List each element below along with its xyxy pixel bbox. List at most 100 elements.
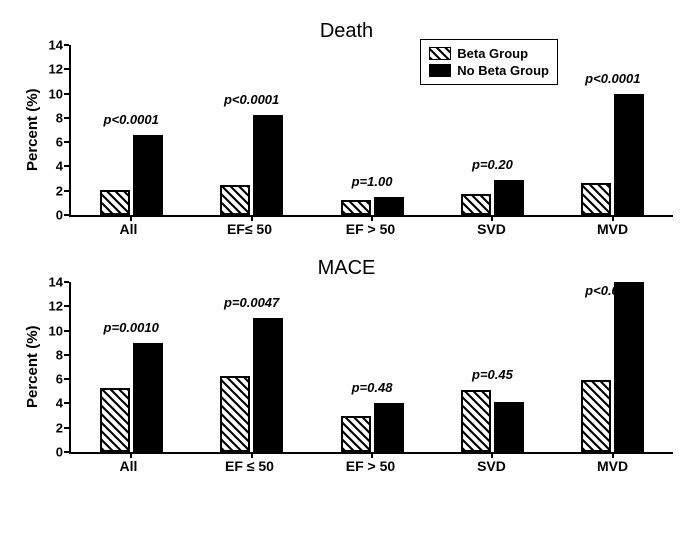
bar-beta [220,185,250,215]
bar-nobeta [253,318,283,452]
y-tick-label: 10 [49,86,63,101]
legend-label-nobeta: No Beta Group [457,63,549,78]
p-value-label: p=0.48 [352,380,393,395]
y-tick-label: 8 [56,110,63,125]
bar-nobeta [614,94,644,215]
y-tick-label: 12 [49,299,63,314]
p-value-label: p<0.0001 [224,92,279,107]
x-tick-mark [371,452,373,458]
bar-group: p=0.0010 [71,282,191,452]
plot-area: Beta GroupNo Beta Groupp<0.0001p<0.0001p… [69,45,673,217]
bar-nobeta [133,135,163,215]
p-value-label: p<0.0001 [585,71,640,86]
y-tick-label: 4 [56,159,63,174]
bar-nobeta [374,197,404,215]
x-tick-mark [612,452,614,458]
y-tick-label: 2 [56,420,63,435]
bar-nobeta [494,180,524,215]
x-tick-mark [491,452,493,458]
bar-nobeta [253,115,283,215]
y-tick-label: 10 [49,323,63,338]
y-tick-label: 0 [56,445,63,460]
bar-group: p=0.48 [312,282,432,452]
x-tick-marks [71,452,673,458]
p-value-label: p=0.0010 [104,320,159,335]
bars-container: p=0.0010 p=0.0047 p=0.48 p=0.45 p<0.0001 [71,282,673,452]
chart-wrap: Percent (%)02468101214Beta GroupNo Beta … [20,45,673,217]
panel-title: MACE [20,257,673,280]
x-tick-mark [251,215,253,221]
x-category-label: EF > 50 [310,221,431,237]
bar-nobeta [494,402,524,452]
bar-beta [341,200,371,215]
legend-swatch-hatch [429,47,451,60]
bar-group: p=1.00 [312,45,432,215]
legend-row-nobeta: No Beta Group [429,63,549,78]
x-category-label: SVD [431,458,552,474]
x-tick-mark [491,215,493,221]
y-tick-label: 8 [56,347,63,362]
chart-panel: MACEPercent (%)02468101214p=0.0010p=0.00… [20,257,673,474]
p-value-label: p<0.0001 [104,112,159,127]
x-category-label: EF > 50 [310,458,431,474]
y-axis: 02468101214 [41,282,69,452]
bar-group: p<0.0001 [553,45,673,215]
y-tick-label: 6 [56,135,63,150]
y-axis: 02468101214 [41,45,69,215]
x-category-label: SVD [431,221,552,237]
y-tick-label: 4 [56,396,63,411]
x-tick-mark [371,215,373,221]
x-tick-mark [612,215,614,221]
bar-beta [461,390,491,452]
y-tick-label: 14 [49,275,63,290]
legend-row-beta: Beta Group [429,46,549,61]
plot-area: p=0.0010 p=0.0047 p=0.48 p=0.45 p<0.0001 [69,282,673,454]
x-tick-mark [130,215,132,221]
chart-wrap: Percent (%)02468101214p=0.0010p=0.0047p=… [20,282,673,454]
bar-beta [461,194,491,215]
y-tick-label: 6 [56,372,63,387]
bar-beta [220,376,250,453]
legend-swatch-solid [429,64,451,77]
chart-panel: DeathPercent (%) 0 2 4 6 8 10 12 14 Beta Group No … [20,20,673,237]
y-tick-label: 12 [49,62,63,77]
x-axis: AllEF ≤ 50EF > 50SVDMVD [68,458,673,474]
x-category-label: MVD [552,221,673,237]
bar-beta [341,416,371,452]
bar-group: p<0.0001 [71,45,191,215]
p-value-label: p<0.0001 [585,283,640,298]
bar-beta [100,190,130,216]
bar-nobeta [374,403,404,452]
x-tick-mark [130,452,132,458]
y-tick-label: 0 [56,208,63,223]
p-value-label: p=1.00 [352,174,393,189]
legend: Beta Group No Beta Group [420,39,558,85]
x-category-label: All [68,221,189,237]
bars-container: p<0.0001 p<0.0001 p=1.00 p=0.20 p<0.0001 [71,45,673,215]
x-tick-marks [71,215,673,221]
bar-group: p=0.45 [432,282,552,452]
y-tick-label: 14 [49,38,63,53]
x-category-label: All [68,458,189,474]
bar-group: p<0.0001 [191,45,311,215]
bar-group: p<0.0001 [553,282,673,452]
y-tick-label: 2 [56,183,63,198]
panel-title: Death [20,20,673,43]
x-axis: AllEF≤ 50EF > 50SVDMVD [68,221,673,237]
p-value-label: p=0.45 [472,367,513,382]
x-tick-mark [251,452,253,458]
bar-nobeta [133,343,163,452]
x-category-label: EF ≤ 50 [189,458,310,474]
bar-beta [100,388,130,452]
bar-nobeta [614,282,644,452]
bar-beta [581,183,611,215]
y-axis-label: Percent (%) [20,282,41,452]
x-category-label: EF≤ 50 [189,221,310,237]
bar-group: p=0.0047 [191,282,311,452]
y-axis-label: Percent (%) [20,45,41,215]
p-value-label: p=0.20 [472,157,513,172]
legend-label-beta: Beta Group [457,46,528,61]
p-value-label: p=0.0047 [224,295,279,310]
bar-beta [581,380,611,452]
x-category-label: MVD [552,458,673,474]
